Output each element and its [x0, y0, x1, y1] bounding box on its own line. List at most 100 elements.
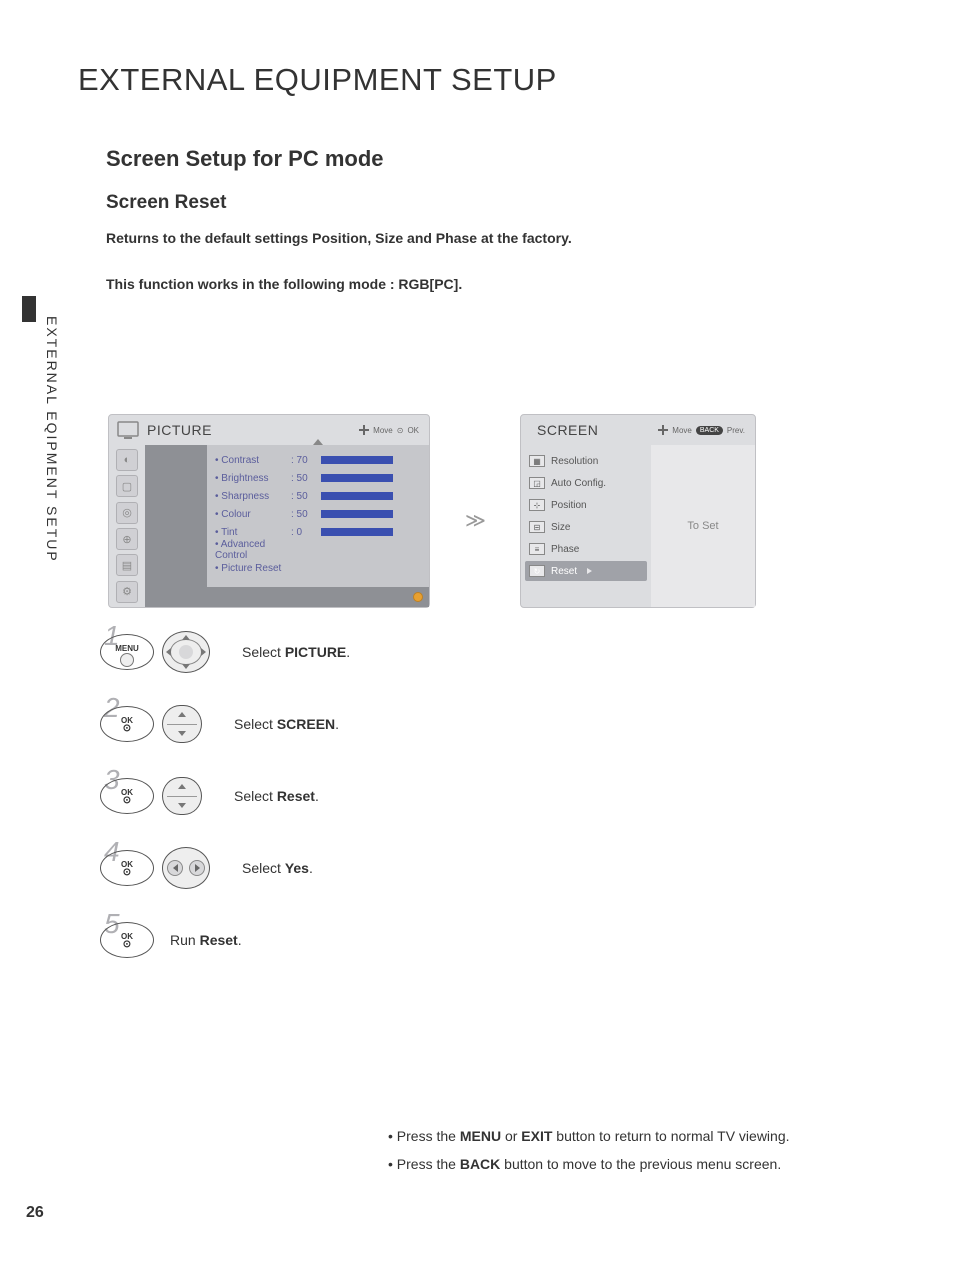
- screen-item-label: Resolution: [551, 456, 598, 467]
- picture-setting-row[interactable]: • Contrast: 70: [207, 451, 429, 469]
- screen-item-label: Size: [551, 522, 570, 533]
- setting-value: : 50: [291, 509, 321, 520]
- remote-button-ok: OK: [100, 706, 154, 742]
- setting-bar: [321, 510, 393, 518]
- step-text: Select Yes.: [242, 860, 313, 876]
- side-icon-5[interactable]: ▤: [116, 554, 138, 576]
- picture-settings-list: • Contrast: 70• Brightness: 50• Sharpnes…: [207, 445, 429, 607]
- picture-setting-row[interactable]: • Brightness: 50: [207, 469, 429, 487]
- leftright-button-icon: [162, 847, 210, 889]
- side-icon-6[interactable]: ⚙: [116, 581, 138, 603]
- picture-icon: [117, 421, 139, 439]
- setting-label: • Advanced Control: [215, 539, 291, 561]
- remote-button-menu: MENU: [100, 634, 154, 670]
- vertical-tab-label: EXTERNAL EQIPMENT SETUP: [44, 316, 60, 563]
- screen-menu-panel: SCREEN Move BACK Prev. ▦ Resolution ◲Auto …: [520, 414, 756, 608]
- footer-line-2: • Press the BACK button to move to the p…: [388, 1156, 790, 1172]
- screen-item-label: Phase: [551, 544, 579, 555]
- screen-menu-item[interactable]: ⊹Position: [525, 495, 647, 515]
- setting-label: • Brightness: [215, 473, 291, 484]
- screen-row-selected[interactable]: [145, 587, 429, 607]
- enter-indicator-icon: [413, 592, 423, 602]
- instruction-step: 5OKRun Reset.: [100, 918, 350, 962]
- move-hint-icon-2: [658, 425, 668, 435]
- f1-mid: or: [501, 1128, 521, 1144]
- screen-item-label: Reset: [551, 566, 577, 577]
- instruction-steps: 1MENUSelect PICTURE.2OKSelect SCREEN.3OK…: [100, 630, 350, 990]
- screen-item-icon: ▦: [529, 455, 545, 467]
- instruction-step: 3OKSelect Reset.: [100, 774, 350, 818]
- setting-value: : 70: [291, 455, 321, 466]
- dpad-button-icon: [162, 631, 210, 673]
- side-icon-1[interactable]: ◐: [116, 449, 138, 471]
- picture-setting-row[interactable]: • Picture Reset: [207, 559, 429, 577]
- footer-line-1: • Press the MENU or EXIT button to retur…: [388, 1128, 790, 1144]
- sidebar-black-bar: [22, 296, 36, 322]
- screen-menu-item[interactable]: ⊟ Size: [525, 517, 647, 537]
- picture-menu-panel: PICTURE Move ⊙ OK ◐ ▢ ◎ ⊕ ▤ ⚙ Screen • C…: [108, 414, 430, 608]
- picture-menu-header: PICTURE Move ⊙ OK: [109, 415, 429, 445]
- step-text: Select SCREEN.: [234, 716, 339, 732]
- remote-button-ok: OK: [100, 778, 154, 814]
- description-line-1: Returns to the default settings Position…: [106, 230, 572, 246]
- setting-label: • Colour: [215, 509, 291, 520]
- screen-menu-item[interactable]: ▦ Resolution: [525, 451, 647, 471]
- f1-pre: • Press the: [388, 1128, 460, 1144]
- instruction-step: 4OKSelect Yes.: [100, 846, 350, 890]
- remote-button-ok: OK: [100, 850, 154, 886]
- sub-title: Screen Reset: [106, 192, 226, 214]
- move-hint-label-2: Move: [672, 426, 692, 435]
- screen-menu-header: SCREEN Move BACK Prev.: [521, 415, 755, 445]
- picture-setting-row[interactable]: • Colour: 50: [207, 505, 429, 523]
- f2-post: button to move to the previous menu scre…: [500, 1156, 781, 1172]
- selected-arrow-icon: [587, 568, 592, 574]
- updown-button-icon: [162, 705, 202, 743]
- setting-bar: [321, 528, 393, 536]
- f1-exit: EXIT: [521, 1128, 552, 1144]
- description-line-2: This function works in the following mod…: [106, 276, 462, 292]
- side-icon-3[interactable]: ◎: [116, 502, 138, 524]
- section-title: Screen Setup for PC mode: [106, 146, 384, 172]
- setting-value: : 0: [291, 527, 321, 538]
- picture-center-column: Screen: [145, 445, 207, 607]
- screen-menu-item[interactable]: ≡Phase: [525, 539, 647, 559]
- step-text: Select PICTURE.: [242, 644, 350, 660]
- picture-header-hints: Move ⊙ OK: [359, 425, 419, 435]
- page-number: 26: [26, 1204, 44, 1222]
- ok-hint-label: OK: [407, 426, 419, 435]
- screen-item-icon: ↻: [529, 565, 545, 577]
- ok-hint-icon: ⊙: [397, 426, 404, 435]
- instruction-step: 2OKSelect SCREEN.: [100, 702, 350, 746]
- setting-bar: [321, 474, 393, 482]
- screen-menu-title: SCREEN: [537, 422, 598, 438]
- f2-pre: • Press the: [388, 1156, 460, 1172]
- screen-item-icon: ⊟: [529, 521, 545, 533]
- screen-menu-item[interactable]: ↻ Reset: [525, 561, 647, 581]
- setting-label: • Sharpness: [215, 491, 291, 502]
- side-icon-4[interactable]: ⊕: [116, 528, 138, 550]
- setting-value: : 50: [291, 491, 321, 502]
- screen-item-label: Position: [551, 500, 587, 511]
- move-hint-label: Move: [373, 426, 393, 435]
- picture-setting-row[interactable]: • Sharpness: 50: [207, 487, 429, 505]
- step-text: Run Reset.: [170, 932, 242, 948]
- picture-sidebar-icons: ◐ ▢ ◎ ⊕ ▤ ⚙: [109, 445, 145, 607]
- footer-notes: • Press the MENU or EXIT button to retur…: [388, 1128, 790, 1184]
- setting-label: • Picture Reset: [215, 563, 291, 574]
- screen-menu-item[interactable]: ◲Auto Config.: [525, 473, 647, 493]
- f1-post: button to return to normal TV viewing.: [552, 1128, 789, 1144]
- setting-value: : 50: [291, 473, 321, 484]
- page-title: EXTERNAL EQUIPMENT SETUP: [78, 62, 557, 98]
- setting-bar: [321, 456, 393, 464]
- setting-label: • Tint: [215, 527, 291, 538]
- setting-label: • Contrast: [215, 455, 291, 466]
- remote-button-ok: OK: [100, 922, 154, 958]
- step-text: Select Reset.: [234, 788, 319, 804]
- instruction-step: 1MENUSelect PICTURE.: [100, 630, 350, 674]
- screen-items-list: ▦ Resolution ◲Auto Config.⊹Position ⊟ Size ≡P…: [521, 445, 651, 607]
- scroll-up-arrow[interactable]: [313, 439, 323, 445]
- picture-setting-row[interactable]: • Advanced Control: [207, 541, 429, 559]
- updown-button-icon: [162, 777, 202, 815]
- back-badge: BACK: [696, 426, 723, 435]
- side-icon-2[interactable]: ▢: [116, 475, 138, 497]
